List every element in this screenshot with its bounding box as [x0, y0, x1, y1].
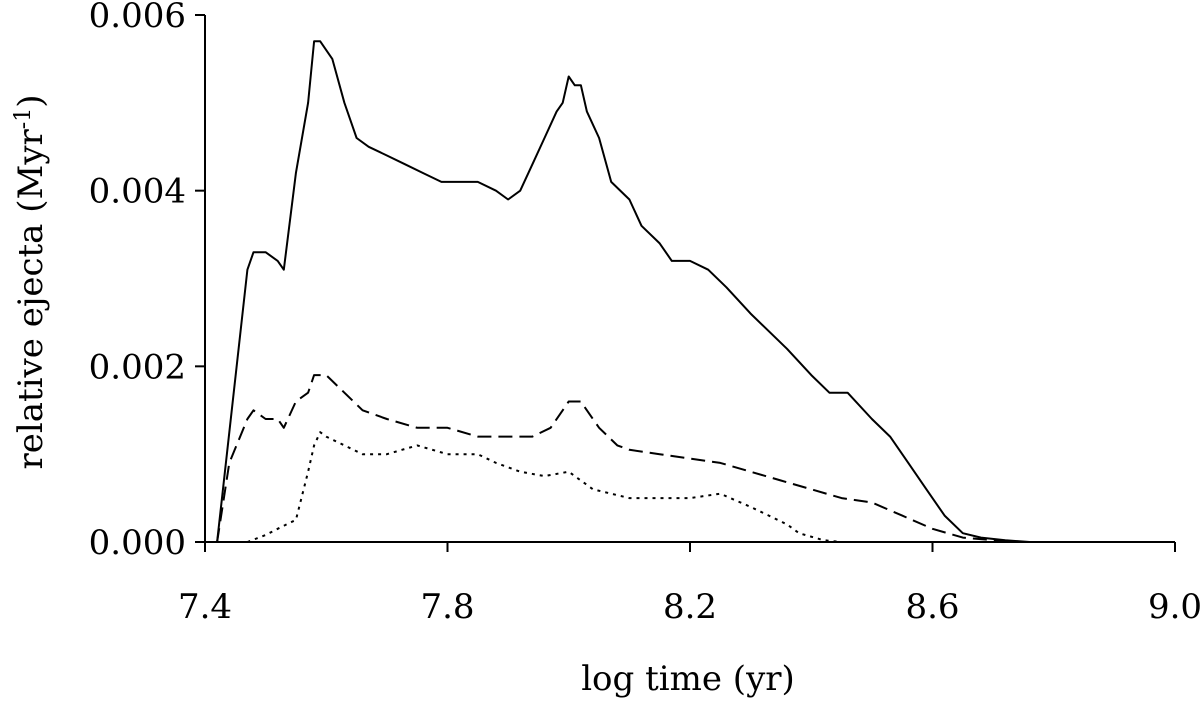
x-tick-label: 9.0 [1148, 587, 1202, 627]
labels-layer: log time (yr) relative ejecta (Myr-1) 7.… [11, 0, 1202, 699]
x-tick-label: 8.2 [663, 587, 717, 627]
series-layer [216, 40, 1066, 543]
y-axis-title-superscript: -1 [11, 108, 36, 129]
y-axis-title: relative ejecta (Myr-1) [11, 94, 52, 469]
x-tick-label: 7.8 [420, 587, 474, 627]
x-tick-label: 7.4 [178, 587, 232, 627]
y-axis-title-main: relative ejecta (Myr [11, 128, 51, 469]
x-axis-title: log time (yr) [581, 659, 795, 699]
x-tick-label: 8.6 [905, 587, 959, 627]
y-tick-label: 0.002 [89, 347, 186, 387]
series-line-dotted [247, 431, 842, 543]
y-tick-label: 0.004 [89, 172, 186, 212]
y-tick-label: 0.000 [89, 523, 186, 563]
y-axis-title-close: ) [11, 94, 51, 107]
series-line-dashed [216, 374, 1054, 543]
axes [195, 14, 1176, 552]
y-tick-label: 0.006 [89, 0, 186, 36]
series-line-solid [216, 40, 1066, 543]
